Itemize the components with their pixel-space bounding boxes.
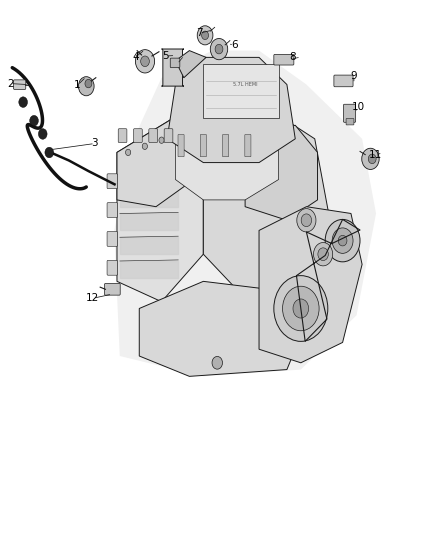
FancyBboxPatch shape [107, 203, 117, 217]
Circle shape [30, 115, 39, 126]
Circle shape [332, 228, 353, 253]
Circle shape [368, 154, 376, 164]
Text: 8: 8 [289, 52, 295, 61]
Circle shape [215, 44, 223, 54]
Circle shape [126, 149, 131, 156]
FancyBboxPatch shape [107, 260, 117, 275]
Circle shape [142, 143, 148, 149]
Polygon shape [203, 112, 328, 298]
Circle shape [85, 79, 92, 88]
Circle shape [314, 243, 333, 266]
Circle shape [176, 131, 181, 138]
FancyBboxPatch shape [149, 129, 158, 142]
Circle shape [135, 50, 155, 73]
Text: 10: 10 [352, 102, 365, 112]
Circle shape [45, 147, 53, 158]
Circle shape [39, 128, 47, 139]
FancyBboxPatch shape [245, 134, 251, 157]
Circle shape [210, 38, 228, 60]
Text: 9: 9 [350, 71, 357, 81]
FancyBboxPatch shape [170, 58, 180, 68]
FancyBboxPatch shape [162, 49, 184, 86]
Text: 7: 7 [196, 28, 203, 38]
Circle shape [197, 26, 213, 45]
Text: 3: 3 [92, 139, 98, 149]
Circle shape [297, 208, 316, 232]
Polygon shape [114, 51, 376, 376]
Polygon shape [117, 112, 203, 302]
Text: 6: 6 [231, 40, 237, 50]
Polygon shape [176, 51, 206, 78]
FancyBboxPatch shape [346, 118, 354, 125]
Text: 4: 4 [132, 52, 139, 62]
FancyBboxPatch shape [107, 231, 117, 246]
Circle shape [301, 214, 311, 227]
Circle shape [293, 299, 309, 318]
FancyBboxPatch shape [107, 174, 117, 189]
Polygon shape [176, 125, 279, 200]
Circle shape [325, 220, 360, 262]
FancyBboxPatch shape [274, 54, 294, 65]
FancyBboxPatch shape [203, 64, 279, 118]
Polygon shape [117, 112, 203, 207]
Text: 2: 2 [7, 78, 14, 88]
Circle shape [318, 248, 328, 261]
Circle shape [283, 286, 319, 331]
FancyBboxPatch shape [14, 80, 26, 90]
FancyBboxPatch shape [200, 134, 206, 157]
Polygon shape [167, 58, 295, 163]
Circle shape [78, 77, 94, 96]
Circle shape [141, 56, 149, 67]
FancyBboxPatch shape [118, 129, 127, 142]
FancyBboxPatch shape [334, 75, 353, 87]
FancyBboxPatch shape [134, 129, 142, 142]
Circle shape [362, 148, 379, 169]
FancyBboxPatch shape [164, 129, 173, 142]
Circle shape [159, 137, 164, 143]
Polygon shape [245, 125, 318, 220]
Circle shape [338, 236, 347, 246]
Circle shape [19, 97, 28, 108]
Text: 11: 11 [369, 150, 382, 160]
FancyBboxPatch shape [223, 134, 229, 157]
Polygon shape [259, 207, 362, 363]
FancyBboxPatch shape [178, 134, 184, 157]
Circle shape [201, 31, 208, 39]
Text: 5: 5 [162, 51, 169, 61]
Circle shape [212, 357, 223, 369]
FancyBboxPatch shape [343, 104, 356, 122]
FancyBboxPatch shape [105, 284, 120, 295]
Polygon shape [139, 281, 301, 376]
Text: 1: 1 [74, 80, 81, 90]
Text: 12: 12 [86, 293, 99, 303]
Text: 5.7L HEMI: 5.7L HEMI [233, 82, 258, 87]
Circle shape [274, 276, 328, 341]
